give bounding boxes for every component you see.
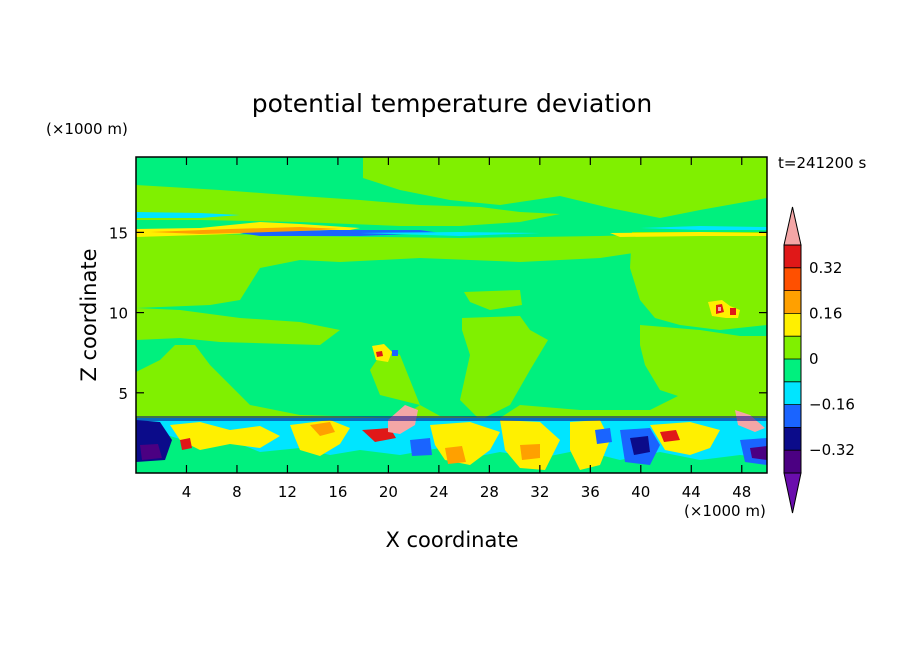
bl-blue-3 bbox=[410, 438, 432, 456]
colorbar-bin bbox=[784, 381, 801, 405]
tropopause-blue bbox=[240, 230, 440, 236]
tropopause-right-cyan bbox=[640, 226, 767, 230]
chart-title: potential temperature deviation bbox=[252, 89, 652, 118]
bl-yellow-2 bbox=[290, 420, 350, 456]
bl-yellow-6 bbox=[650, 422, 720, 455]
x-axis: 4 8 12 16 20 24 28 32 36 40 44 48 bbox=[182, 157, 751, 501]
x-unit-label: (×1000 m) bbox=[684, 502, 766, 520]
x-tick-label: 40 bbox=[631, 483, 650, 501]
mid-anomaly-right-pink bbox=[718, 307, 721, 311]
upper-band-left bbox=[136, 185, 560, 226]
colorbar-bin bbox=[784, 267, 801, 291]
colorbar-tick-label: −0.32 bbox=[809, 441, 855, 459]
y-tick-label: 15 bbox=[109, 224, 128, 242]
mid-right-region bbox=[630, 232, 767, 330]
x-tick-label: 48 bbox=[732, 483, 751, 501]
mid-anomaly-blue bbox=[392, 350, 398, 356]
upper-cyan-stripe bbox=[136, 212, 240, 218]
mid-anomaly-red bbox=[376, 351, 383, 357]
x-tick-label: 36 bbox=[581, 483, 600, 501]
bl-red-2 bbox=[180, 438, 192, 450]
colorbar-under-triangle bbox=[783, 472, 802, 514]
y-tick-label: 5 bbox=[118, 385, 128, 403]
colorbar-tick-label: 0.32 bbox=[809, 259, 842, 277]
colorbar-bin bbox=[784, 290, 801, 314]
mid-band bbox=[136, 232, 767, 308]
colorbar-over-triangle bbox=[783, 206, 802, 246]
mid-anomaly-right-red2 bbox=[730, 308, 736, 315]
x-tick-label: 16 bbox=[328, 483, 347, 501]
x-tick-label: 4 bbox=[182, 483, 192, 501]
colorbar-bin bbox=[784, 359, 801, 382]
bl-purple-2 bbox=[750, 446, 767, 460]
central-patch-2 bbox=[460, 316, 548, 420]
x-tick-label: 24 bbox=[429, 483, 448, 501]
bl-orange-3 bbox=[520, 444, 540, 460]
y-unit-label: (×1000 m) bbox=[46, 120, 128, 138]
x-tick-label: 32 bbox=[530, 483, 549, 501]
bl-orange-1 bbox=[310, 422, 335, 436]
bl-purple-1 bbox=[140, 444, 162, 460]
x-tick-label: 28 bbox=[480, 483, 499, 501]
y-tick-label: 10 bbox=[109, 305, 128, 323]
tropopause-right-yellow bbox=[610, 232, 767, 237]
plot-frame bbox=[135, 156, 768, 474]
bl-navy-2 bbox=[630, 436, 650, 455]
y-axis-label: Z coordinate bbox=[77, 248, 101, 381]
mid-left-region bbox=[136, 308, 340, 345]
bl-red-3 bbox=[660, 430, 680, 442]
colorbar-bin bbox=[784, 450, 801, 473]
x-tick-label: 8 bbox=[232, 483, 242, 501]
time-label: t=241200 s bbox=[778, 154, 866, 172]
x-axis-label: X coordinate bbox=[385, 528, 518, 552]
upper-band-top bbox=[363, 157, 767, 218]
colorbar-tick-label: −0.16 bbox=[809, 396, 855, 414]
plot-area bbox=[136, 157, 767, 473]
central-patch bbox=[464, 290, 522, 310]
bl-yellow-1 bbox=[170, 422, 280, 450]
colorbar-bin bbox=[784, 313, 801, 337]
colorbar-bin bbox=[784, 245, 801, 268]
y-axis: 5 10 15 bbox=[109, 224, 767, 403]
colorbar-frame bbox=[783, 244, 802, 474]
bl-orange-2 bbox=[445, 446, 466, 464]
right-lower-region bbox=[640, 325, 767, 418]
x-tick-label: 44 bbox=[682, 483, 701, 501]
colorbar-bin bbox=[784, 427, 801, 451]
colorbar-bin bbox=[784, 336, 801, 359]
colorbar-tick-label: 0 bbox=[809, 350, 819, 368]
bl-red-1 bbox=[362, 428, 396, 442]
x-tick-label: 20 bbox=[379, 483, 398, 501]
tropopause-cyan bbox=[360, 232, 540, 236]
colorbar: 0.32 0.16 0 −0.16 −0.32 bbox=[783, 206, 855, 514]
x-tick-label: 12 bbox=[278, 483, 297, 501]
tropopause-orange bbox=[150, 227, 340, 234]
bl-blue-4 bbox=[595, 428, 612, 444]
colorbar-tick-label: 0.16 bbox=[809, 304, 842, 322]
bl-top-edge bbox=[136, 416, 767, 421]
colorbar-bin bbox=[784, 404, 801, 428]
